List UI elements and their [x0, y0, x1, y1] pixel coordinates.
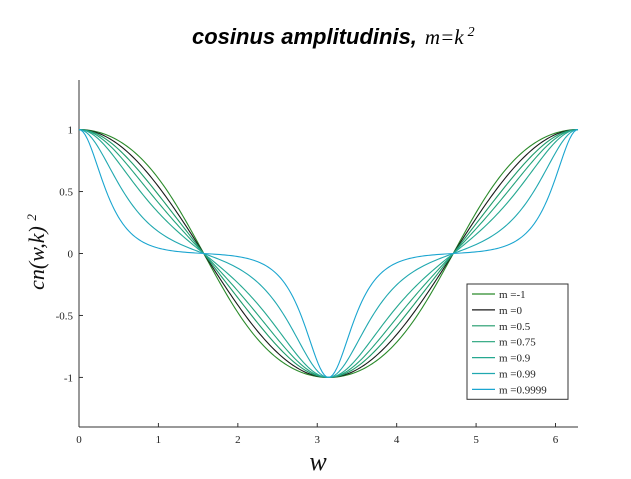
legend-label: m =0: [499, 305, 523, 317]
series-layer: [78, 129, 579, 379]
x-tick-label: 4: [394, 434, 400, 446]
y-tick-label: -1: [64, 372, 73, 384]
x-tick-label: 5: [473, 434, 479, 446]
y-axis-label-sup: 2: [24, 214, 39, 221]
chart-title-math: m=k: [425, 25, 464, 49]
chart-title-sup: 2: [468, 25, 475, 40]
y-axis-label-group: cn(w,k) 2: [24, 214, 49, 290]
y-axis-label: cn(w,k) 2: [24, 214, 49, 290]
y-tick-label: 0.5: [59, 187, 73, 199]
y-tick-label: 1: [68, 125, 74, 137]
y-ticks: 1 0.5 0 -0.5 -1: [56, 125, 83, 384]
x-ticks: 0 1 2 3 4 5 6: [76, 423, 559, 446]
y-tick-label: -0.5: [56, 310, 74, 322]
legend-label: m =0.99: [499, 369, 536, 381]
y-tick-label: 0: [68, 249, 74, 261]
legend-label: m =0.9999: [499, 384, 547, 396]
x-tick-label: 2: [235, 434, 241, 446]
chart-title-text: cosinus amplitudinis,: [192, 24, 417, 49]
legend-label: m =0.75: [499, 337, 536, 349]
chart-title: cosinus amplitudinis, m=k 2: [192, 24, 475, 49]
legend-label: m =0.9: [499, 353, 531, 365]
x-tick-label: 0: [76, 434, 82, 446]
legend-label: m =0.5: [499, 321, 531, 333]
x-tick-label: 1: [156, 434, 162, 446]
x-axis-label: w: [309, 447, 327, 476]
y-axis-label-text: cn(w,k): [24, 226, 49, 290]
x-tick-label: 3: [315, 434, 321, 446]
legend: m =-1 m =0 m =0.5 m =0.75 m =0.9 m =0.99 m =0.…: [466, 283, 569, 400]
series-line-6: [78, 129, 579, 379]
legend-label: m =-1: [499, 289, 526, 301]
x-tick-label: 6: [553, 434, 559, 446]
